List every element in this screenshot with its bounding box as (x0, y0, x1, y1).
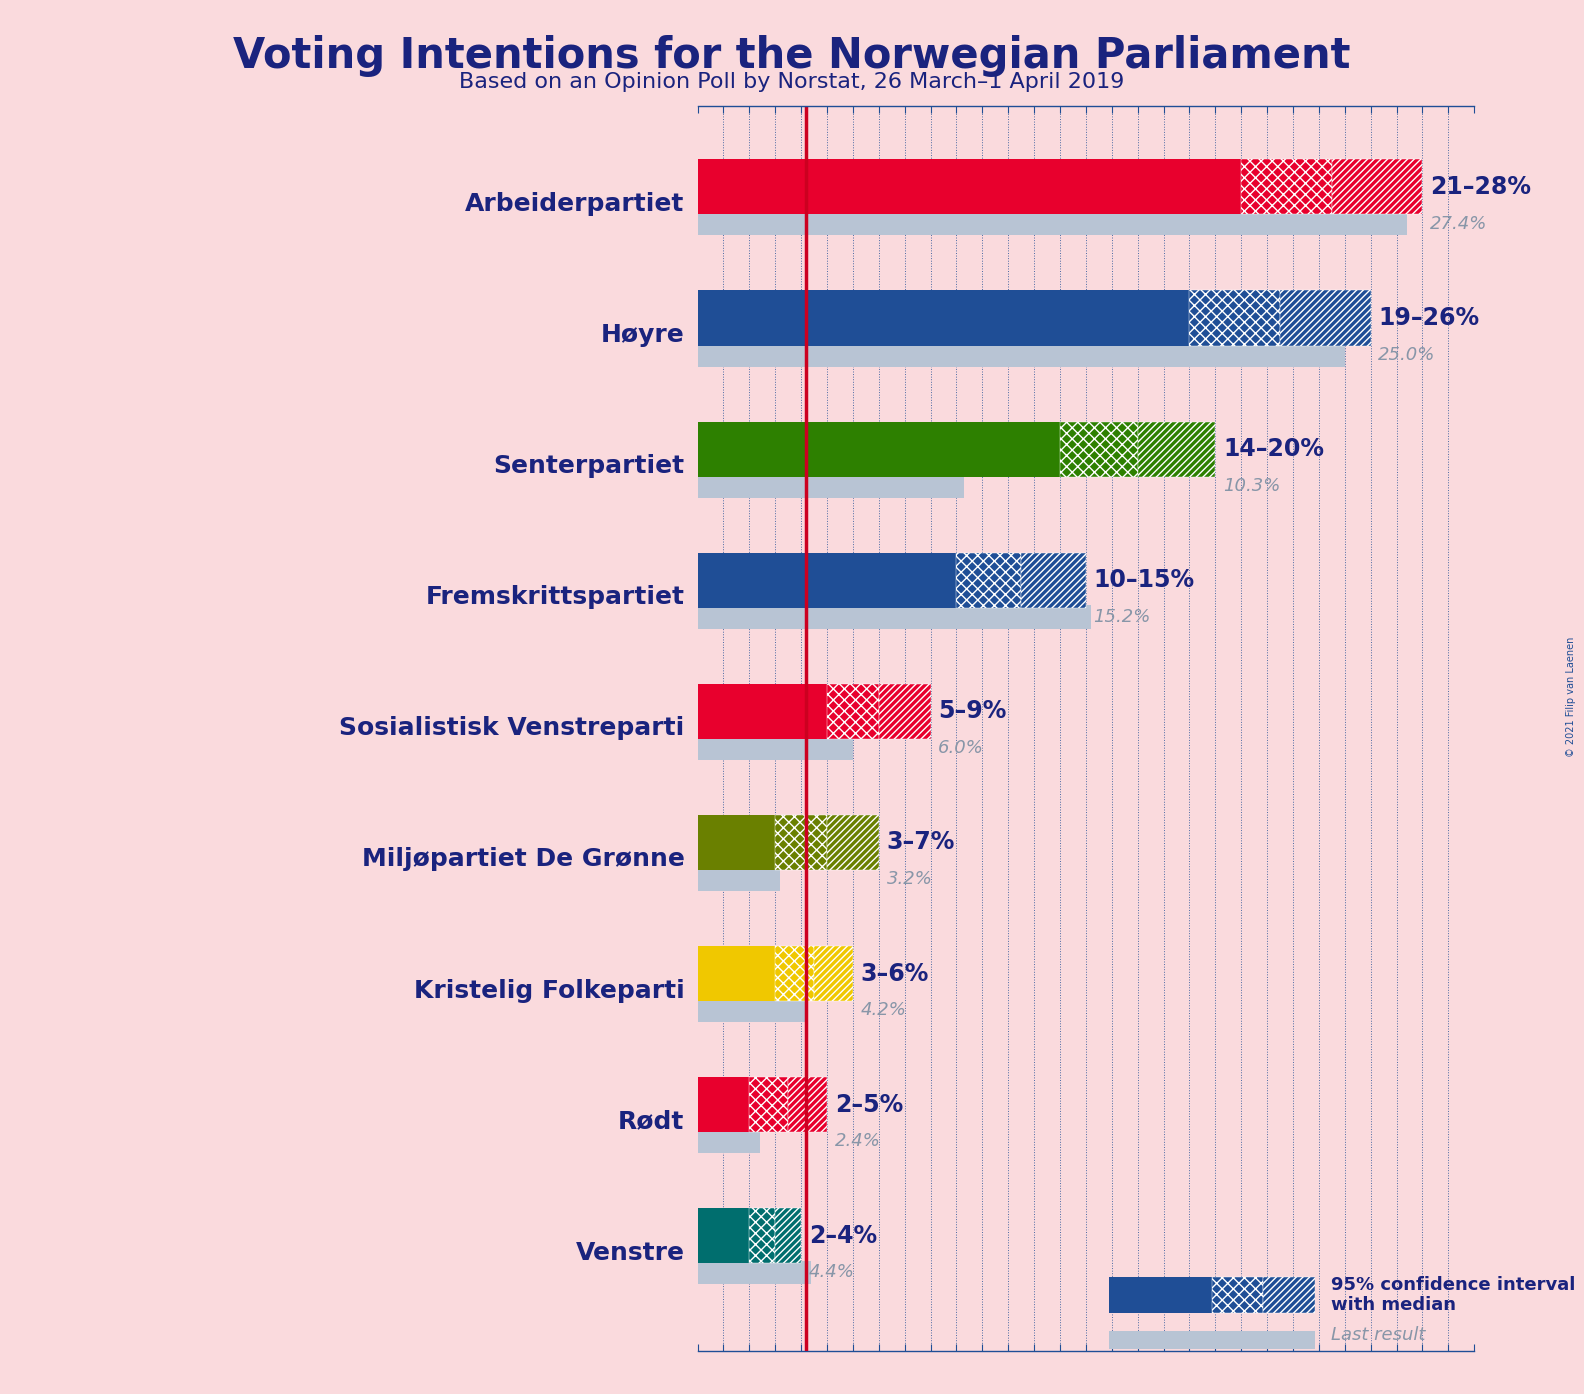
Text: Last result: Last result (1331, 1327, 1426, 1344)
Text: Høyre: Høyre (600, 323, 684, 347)
Text: 14–20%: 14–20% (1223, 438, 1324, 461)
Bar (1060, 421, 1137, 477)
Bar (879, 684, 930, 739)
Bar (697, 684, 827, 739)
Bar (697, 736, 852, 760)
Bar (1332, 159, 1422, 215)
Bar (697, 867, 781, 891)
Text: Voting Intentions for the Norwegian Parliament: Voting Intentions for the Norwegian Parl… (233, 35, 1351, 77)
Bar (1109, 1277, 1212, 1313)
Bar (1190, 290, 1280, 346)
Text: 3–6%: 3–6% (860, 962, 928, 986)
Bar (1022, 552, 1087, 608)
Text: 10–15%: 10–15% (1093, 569, 1194, 592)
Bar (1137, 421, 1215, 477)
Bar (697, 1209, 749, 1263)
Text: Arbeiderpartiet: Arbeiderpartiet (466, 192, 684, 216)
Text: Senterpartiet: Senterpartiet (494, 454, 684, 478)
Text: 10.3%: 10.3% (1223, 477, 1280, 495)
Text: 27.4%: 27.4% (1430, 215, 1487, 233)
Text: 21–28%: 21–28% (1430, 174, 1532, 199)
Bar (697, 474, 965, 498)
Bar (697, 1260, 811, 1284)
Bar (697, 159, 1242, 215)
Bar (749, 1078, 789, 1132)
Bar (827, 684, 879, 739)
Text: Kristelig Folkeparti: Kristelig Folkeparti (413, 979, 684, 1002)
Text: 4.4%: 4.4% (809, 1263, 855, 1281)
Text: 2.4%: 2.4% (835, 1132, 881, 1150)
Bar (775, 1209, 802, 1263)
Bar (697, 290, 1190, 346)
Bar (697, 1129, 760, 1153)
Bar (697, 605, 1091, 629)
Text: 5–9%: 5–9% (938, 700, 1007, 723)
Bar (697, 212, 1407, 236)
Bar (749, 1209, 775, 1263)
Bar (775, 947, 814, 1001)
Bar (697, 421, 1060, 477)
Text: 3–7%: 3–7% (887, 831, 955, 855)
Bar (697, 998, 806, 1022)
Bar (775, 815, 827, 870)
Bar (789, 1078, 827, 1132)
Bar (1264, 1277, 1315, 1313)
Text: 19–26%: 19–26% (1378, 307, 1479, 330)
Text: 2–4%: 2–4% (809, 1224, 878, 1248)
Text: 2–5%: 2–5% (835, 1093, 903, 1117)
Bar (814, 947, 852, 1001)
Bar (697, 947, 775, 1001)
Bar (697, 815, 775, 870)
Text: 6.0%: 6.0% (938, 739, 984, 757)
Bar (827, 815, 879, 870)
Text: 95% confidence interval
with median: 95% confidence interval with median (1331, 1276, 1574, 1315)
Text: 25.0%: 25.0% (1378, 346, 1435, 364)
Bar (1242, 159, 1332, 215)
Bar (1280, 290, 1370, 346)
Text: Sosialistisk Venstreparti: Sosialistisk Venstreparti (339, 717, 684, 740)
Text: 3.2%: 3.2% (887, 870, 933, 888)
Bar (697, 1078, 749, 1132)
Text: © 2021 Filip van Laenen: © 2021 Filip van Laenen (1567, 637, 1576, 757)
Bar (957, 552, 1022, 608)
Text: 4.2%: 4.2% (860, 1001, 906, 1019)
Text: Venstre: Venstre (575, 1241, 684, 1264)
Text: Based on an Opinion Poll by Norstat, 26 March–1 April 2019: Based on an Opinion Poll by Norstat, 26 … (459, 72, 1125, 92)
Text: Fremskrittspartiet: Fremskrittspartiet (426, 585, 684, 609)
Text: Miljøpartiet De Grønne: Miljøpartiet De Grønne (361, 848, 684, 871)
Text: 15.2%: 15.2% (1093, 608, 1152, 626)
Bar (1212, 1277, 1264, 1313)
Text: Rødt: Rødt (618, 1110, 684, 1133)
Bar (697, 343, 1345, 367)
Bar (697, 552, 957, 608)
Bar (1109, 1331, 1315, 1348)
